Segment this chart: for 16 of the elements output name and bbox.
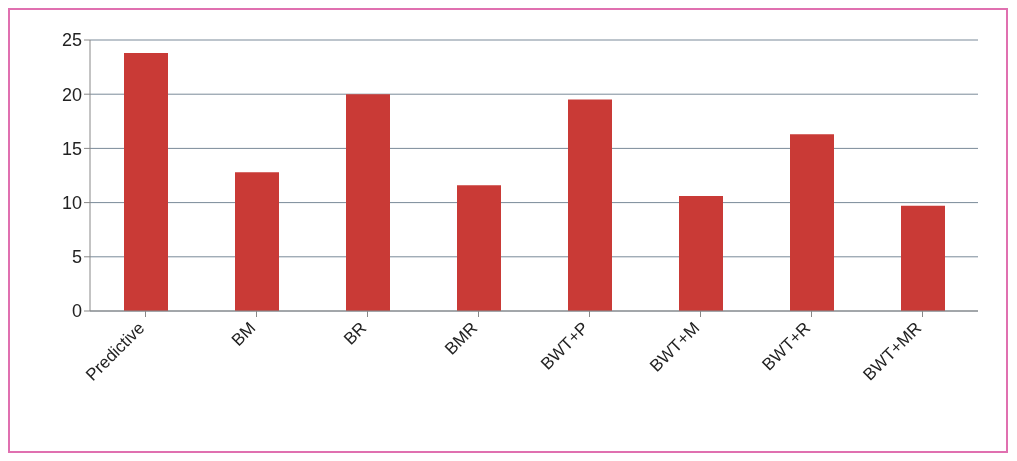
bar — [568, 99, 612, 311]
bar — [457, 185, 501, 311]
x-tick-label: BM — [227, 318, 260, 350]
y-tick-label: 10 — [61, 192, 82, 213]
bar — [124, 53, 168, 311]
bar — [790, 134, 834, 311]
y-tick-label: 0 — [71, 301, 82, 322]
y-tick-label: 25 — [61, 30, 82, 51]
bar — [235, 172, 279, 311]
y-tick-label: 5 — [71, 247, 82, 268]
bar — [346, 94, 390, 311]
bar — [901, 205, 945, 311]
y-tick-label: 15 — [61, 138, 82, 159]
bar — [679, 196, 723, 311]
x-tick-label: BR — [340, 318, 371, 349]
y-tick-label: 20 — [61, 84, 82, 105]
